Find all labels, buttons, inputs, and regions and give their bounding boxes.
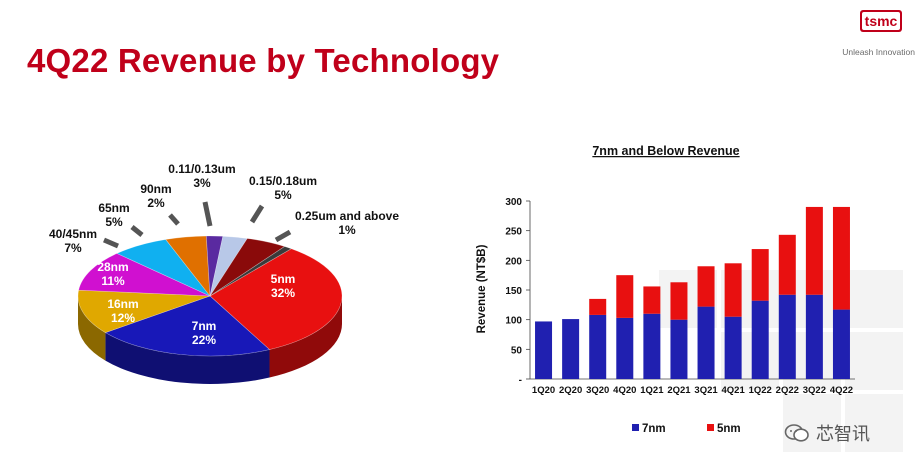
leader-arrow bbox=[202, 201, 213, 227]
bar-7nm-3Q21 bbox=[697, 306, 715, 379]
bar-chart: 7nm and Below Revenue Revenue (NT$B) - 50… bbox=[476, 144, 855, 435]
leader-arrow bbox=[274, 229, 292, 243]
watermark: 芯智讯 bbox=[784, 420, 870, 446]
pie-label-16nm: 16nm 12% bbox=[107, 297, 138, 325]
x-tick-label: 4Q21 bbox=[722, 385, 746, 396]
pie-slice-7nm bbox=[104, 295, 271, 357]
bar-5nm-2Q21 bbox=[670, 282, 688, 320]
pie-label-90nm: 90nm 2% bbox=[140, 182, 171, 210]
y-tick-label: 150 bbox=[505, 286, 522, 297]
tsmc-logo: tsmc bbox=[860, 10, 902, 32]
bar-7nm-2Q21 bbox=[670, 319, 688, 379]
pie-side-walls bbox=[78, 296, 343, 384]
x-tick-label: 3Q20 bbox=[586, 385, 609, 396]
bar-7nm-3Q20 bbox=[589, 314, 607, 379]
pie-label-7nm: 7nm 22% bbox=[192, 319, 217, 347]
bar-7nm-2Q22 bbox=[778, 294, 796, 379]
bar-5nm-3Q20 bbox=[589, 298, 607, 315]
legend-label-7nm: 7nm bbox=[642, 423, 666, 435]
x-tick-label: 2Q21 bbox=[667, 385, 691, 396]
pie-label-025umandabove: 0.25um and above 1% bbox=[295, 209, 399, 237]
pie-side-7nm bbox=[105, 332, 270, 384]
x-tick-label: 1Q21 bbox=[640, 385, 664, 396]
y-tick-label: 50 bbox=[511, 345, 523, 356]
bar-7nm-1Q22 bbox=[751, 300, 769, 379]
x-tick-label: 2Q22 bbox=[776, 385, 799, 396]
bar-5nm-4Q22 bbox=[832, 206, 850, 310]
pie-slice-011013um bbox=[209, 235, 248, 297]
bar-7nm-3Q22 bbox=[805, 294, 823, 379]
pie-slice-28nm bbox=[78, 253, 211, 297]
pie-side-16nm bbox=[78, 296, 106, 361]
bar-7nm-4Q20 bbox=[616, 317, 634, 379]
pie-slice-16nm bbox=[77, 289, 211, 333]
pie-label-4045nm: 40/45nm 7% bbox=[49, 227, 97, 255]
bar-7nm-1Q21 bbox=[643, 313, 661, 379]
pie-label-015018um: 0.15/0.18um 5% bbox=[249, 174, 317, 202]
x-tick-label: 4Q22 bbox=[830, 385, 853, 396]
pie-label-5nm: 5nm 32% bbox=[271, 272, 296, 300]
pie-label-65nm: 65nm 5% bbox=[98, 201, 129, 229]
y-tick-label: 100 bbox=[505, 316, 522, 327]
x-tick-label: 4Q20 bbox=[613, 385, 636, 396]
bar-7nm-4Q22 bbox=[832, 309, 850, 379]
y-tick-label: 300 bbox=[505, 197, 522, 208]
pie-slice-65nm bbox=[165, 235, 211, 297]
y-axis-label: Revenue (NT$B) bbox=[476, 244, 488, 333]
logo-text: tsmc bbox=[865, 13, 898, 29]
y-tick-label: 200 bbox=[505, 256, 522, 267]
bar-5nm-1Q21 bbox=[643, 286, 661, 314]
pie-label-28nm: 28nm 11% bbox=[97, 260, 128, 288]
chart-legend: 7nm 5nm bbox=[632, 423, 741, 435]
pie-slice-5nm bbox=[209, 248, 343, 350]
leader-arrow bbox=[130, 225, 144, 237]
bar-5nm-3Q21 bbox=[697, 266, 715, 307]
legend-swatch-5nm bbox=[707, 424, 714, 431]
legend-label-5nm: 5nm bbox=[717, 423, 741, 435]
leader-arrow bbox=[103, 237, 119, 249]
legend-swatch-7nm bbox=[632, 424, 639, 431]
x-tick-label: 3Q22 bbox=[803, 385, 826, 396]
bar-7nm-1Q20 bbox=[535, 321, 553, 379]
pie-slice-015018um bbox=[209, 238, 286, 297]
bar-5nm-2Q22 bbox=[778, 234, 796, 295]
chart-title: 7nm and Below Revenue bbox=[592, 144, 739, 158]
pie-slices bbox=[77, 235, 343, 357]
x-tick-label: 2Q20 bbox=[559, 385, 582, 396]
pie-slice-90nm bbox=[205, 235, 224, 297]
y-tick-label: 250 bbox=[505, 227, 522, 238]
leader-arrow bbox=[168, 213, 180, 226]
bar-7nm-2Q20 bbox=[562, 319, 580, 379]
bar-7nm-4Q21 bbox=[724, 316, 742, 379]
bar-5nm-4Q21 bbox=[724, 263, 742, 317]
bar-5nm-1Q22 bbox=[751, 249, 769, 301]
x-tick-label: 1Q20 bbox=[532, 385, 555, 396]
pie-chart: 5nm 32% 7nm 22% 16nm 12% 28nm 11%40/45nm 7%65nm 5… bbox=[49, 162, 399, 384]
x-tick-label: 3Q21 bbox=[694, 385, 718, 396]
pie-slice-4045nm bbox=[116, 239, 211, 297]
x-tick-label: 1Q22 bbox=[749, 385, 772, 396]
leader-arrow bbox=[249, 204, 265, 224]
pie-leader-lines bbox=[103, 201, 292, 249]
pie-label-011013um: 0.11/0.13um 3% bbox=[168, 162, 235, 190]
watermark-text: 芯智讯 bbox=[816, 424, 870, 445]
wechat-icon bbox=[784, 424, 809, 442]
bar-5nm-4Q20 bbox=[616, 275, 634, 318]
y-tick-label: - bbox=[519, 375, 522, 386]
tagline: Unleash Innovation bbox=[842, 47, 915, 57]
slide-title: 4Q22 Revenue by Technology bbox=[27, 42, 500, 79]
pie-side-5nm bbox=[269, 296, 343, 378]
bar-5nm-3Q22 bbox=[805, 206, 823, 295]
pie-slice-025umandabove bbox=[209, 246, 292, 297]
